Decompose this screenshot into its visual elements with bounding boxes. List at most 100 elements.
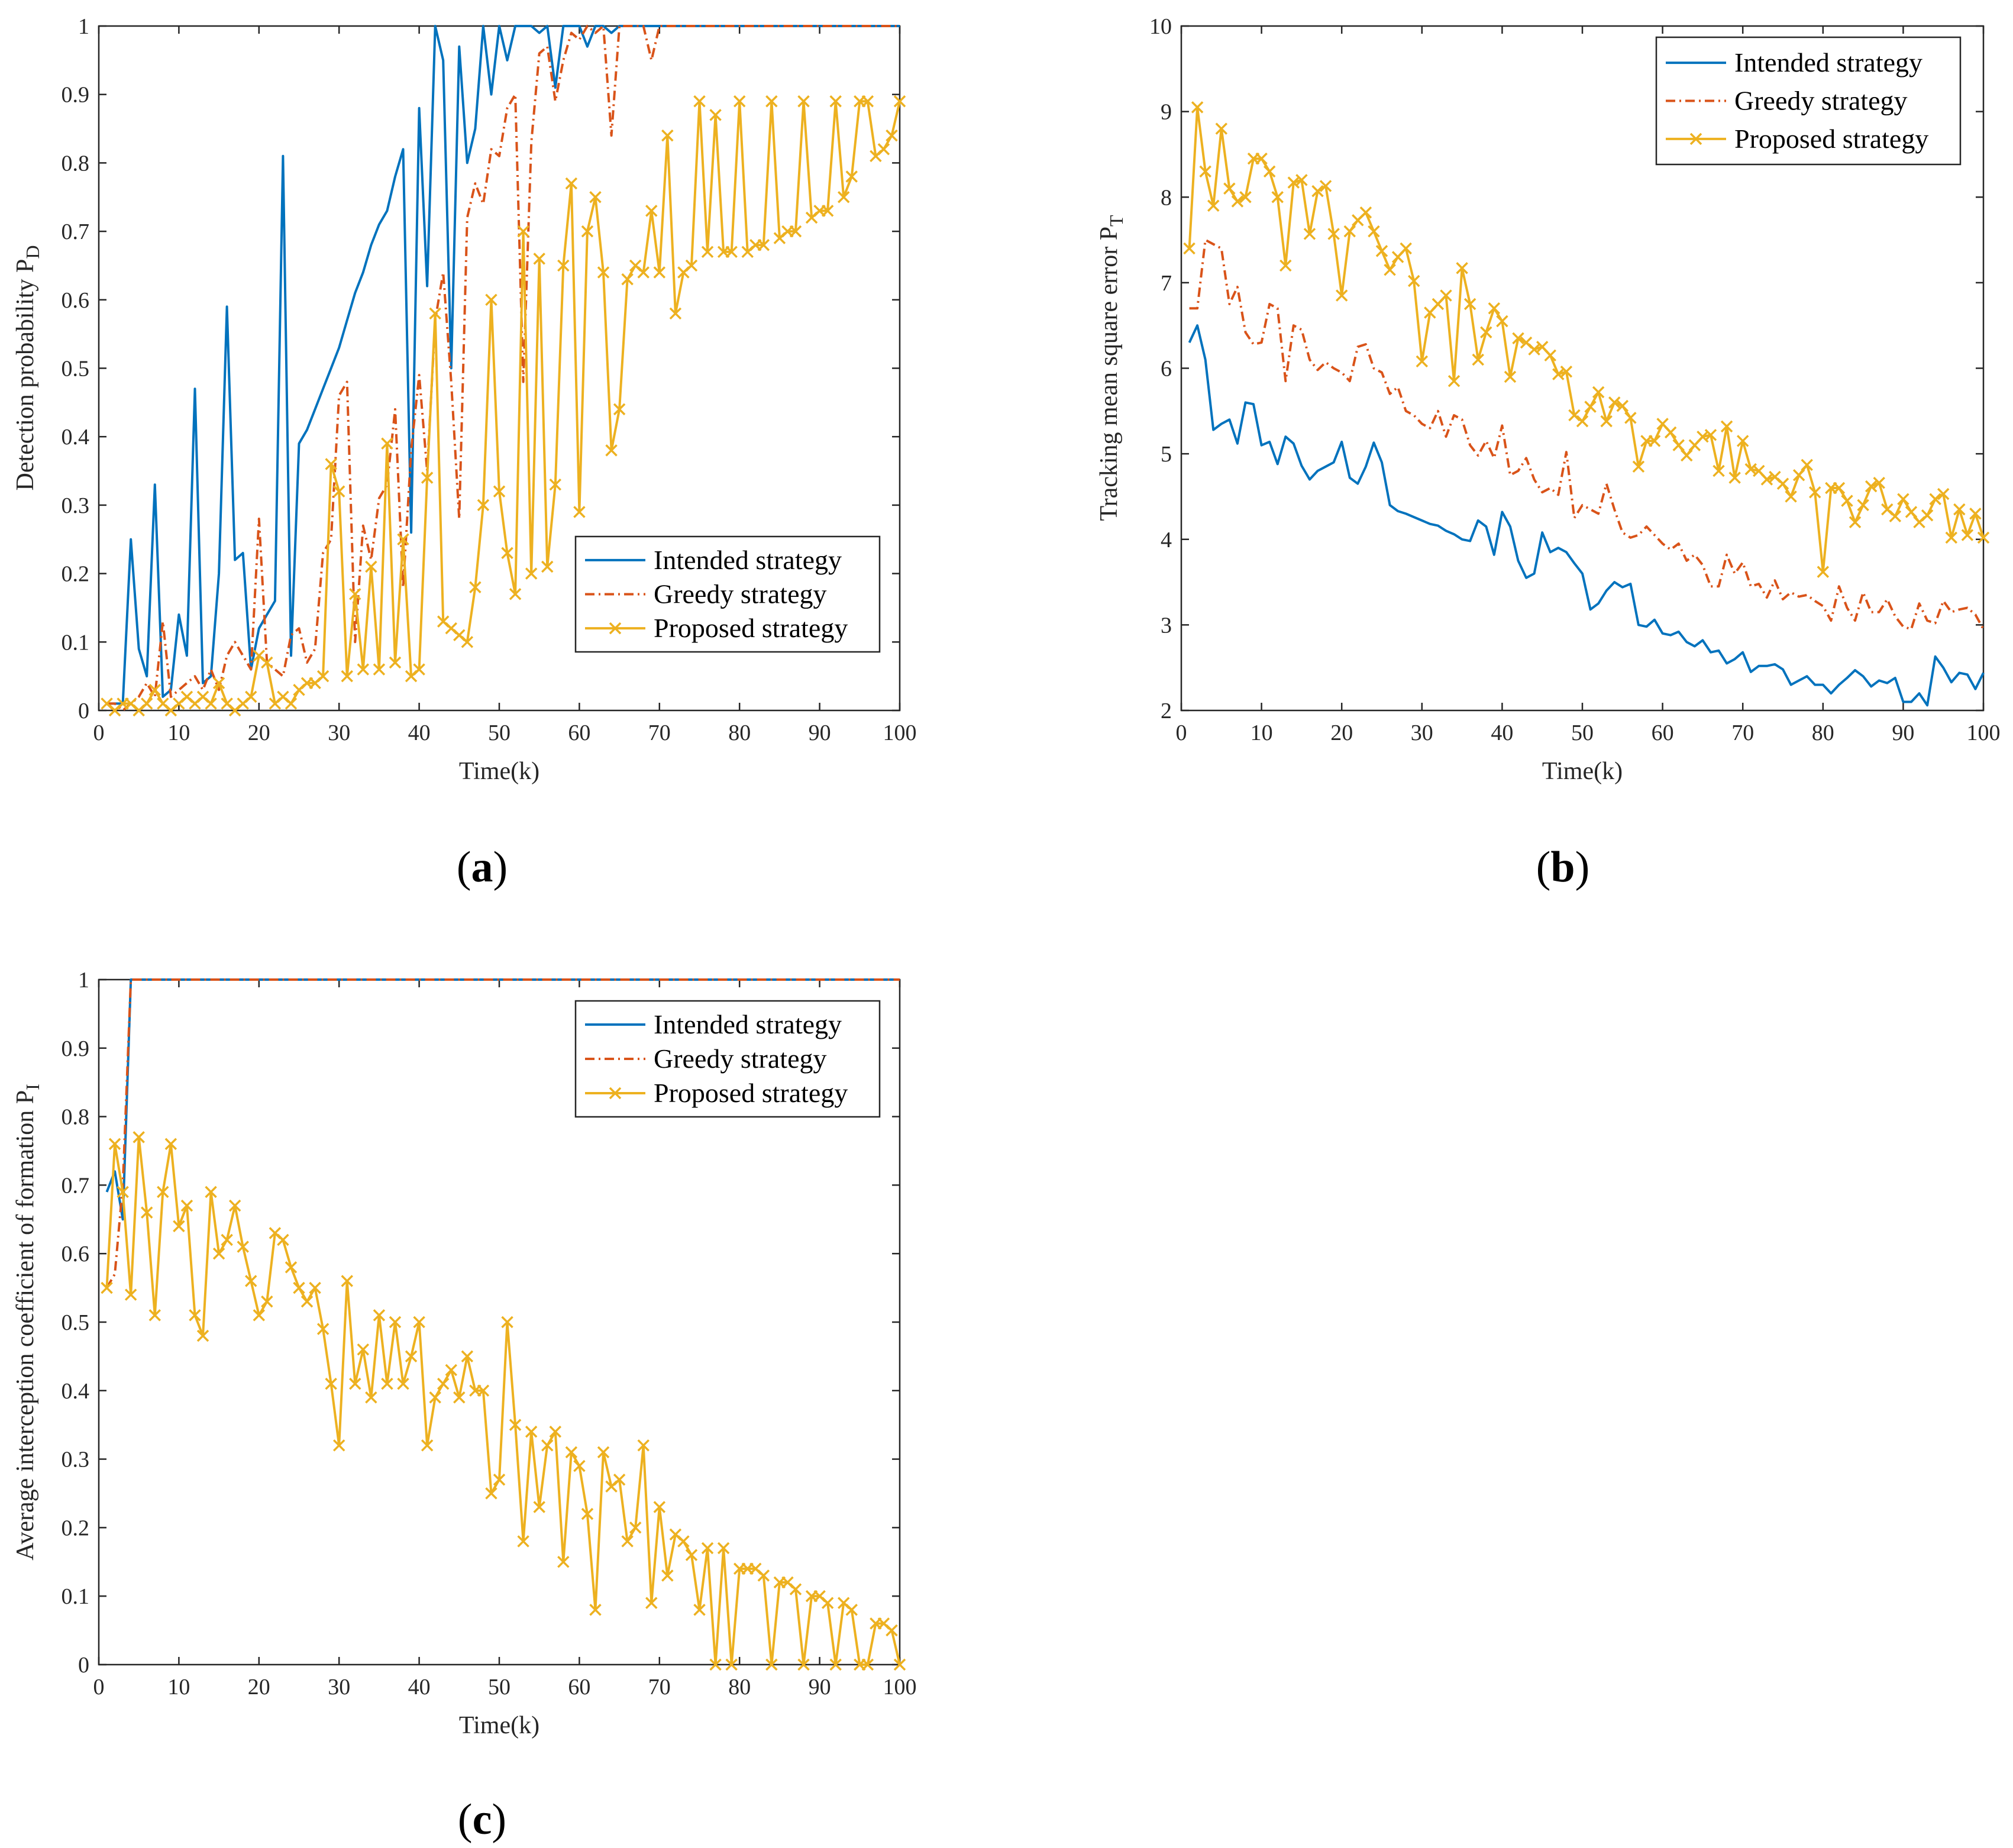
y-tick-label: 0.7 — [62, 219, 90, 244]
data-point-marker — [829, 1658, 842, 1671]
data-point-marker — [1600, 415, 1613, 428]
data-point-marker — [1368, 225, 1380, 238]
data-point-marker — [349, 588, 361, 600]
data-point-marker — [1849, 516, 1862, 529]
data-point-marker — [709, 1658, 722, 1671]
x-tick-label: 30 — [328, 721, 350, 745]
data-point-marker — [1319, 180, 1332, 192]
data-point-marker — [1712, 464, 1725, 477]
data-point-marker — [101, 1281, 113, 1294]
data-point-marker — [1496, 315, 1508, 328]
data-point-marker — [349, 1377, 361, 1390]
y-tick-label: 7 — [1161, 271, 1172, 296]
x-tick-label: 30 — [1411, 721, 1433, 745]
data-point-marker — [1560, 366, 1573, 378]
data-point-marker — [1440, 289, 1452, 302]
data-point-marker — [285, 1261, 298, 1274]
legend-label: Greedy strategy — [654, 579, 827, 609]
data-point-marker — [485, 1487, 497, 1500]
panel-label-c: (c) — [458, 1795, 506, 1844]
data-point-marker — [1544, 349, 1556, 362]
data-point-marker — [565, 1446, 578, 1459]
data-point-marker — [517, 1535, 529, 1547]
data-point-marker — [332, 485, 345, 497]
legend-b: Intended strategy Greedy strategy Proposed… — [1655, 36, 1962, 166]
legend-marker — [609, 1087, 622, 1100]
y-tick-label: 5 — [1161, 442, 1172, 467]
x-tick-label: 80 — [728, 721, 751, 745]
data-point-marker — [645, 205, 658, 217]
series-group-a — [101, 25, 906, 717]
series-group-c — [101, 978, 906, 1671]
x-tick-label: 60 — [1652, 721, 1674, 745]
x-tick-label: 0 — [93, 1675, 105, 1700]
data-point-marker — [245, 690, 257, 703]
data-point-marker — [1704, 429, 1717, 441]
data-point-marker — [1223, 182, 1236, 195]
data-point-marker — [205, 697, 217, 710]
data-point-marker — [1801, 458, 1813, 471]
data-point-marker — [180, 1199, 193, 1212]
x-tick-label: 100 — [883, 721, 917, 745]
data-point-marker — [325, 458, 337, 470]
data-point-marker — [765, 1658, 778, 1671]
x-tick-label: 70 — [1731, 721, 1754, 745]
data-point-marker — [757, 239, 770, 251]
y-tick-label: 0.2 — [62, 1516, 90, 1540]
data-point-marker — [1937, 487, 1950, 500]
y-tick-label: 0.7 — [62, 1173, 90, 1198]
data-point-marker — [461, 636, 474, 648]
legend-label: Proposed strategy — [654, 1078, 848, 1108]
data-point-marker — [613, 403, 626, 416]
data-point-marker — [1488, 302, 1501, 315]
data-point-marker — [589, 191, 602, 203]
data-point-marker — [205, 1185, 217, 1198]
data-point-marker — [573, 1459, 586, 1472]
x-axis-label-a: Time(k) — [459, 758, 539, 785]
data-point-marker — [421, 1439, 434, 1452]
data-point-marker — [757, 1569, 770, 1582]
data-point-marker — [1608, 396, 1621, 409]
data-point-marker — [221, 1233, 233, 1246]
data-point-marker — [621, 1535, 634, 1547]
data-point-marker — [557, 259, 570, 272]
data-point-marker — [196, 1329, 209, 1342]
y-tick-label: 8 — [1161, 185, 1172, 210]
series-line-greedy-strategy — [1189, 238, 1985, 631]
data-point-marker — [1400, 242, 1412, 255]
chart-panel-c: 0 10 20 30 40 50 60 70 80 90 100 00.10.20.30.40.50… — [12, 968, 917, 1844]
data-point-marker — [1311, 185, 1324, 198]
data-point-marker — [621, 273, 634, 286]
data-point-marker — [373, 1309, 386, 1322]
data-point-marker — [341, 670, 353, 683]
data-point-marker — [533, 1501, 545, 1513]
data-point-marker — [1279, 259, 1292, 272]
chart-panel-a: 0 10 20 30 40 50 60 70 80 90 100 00.10.20.30.40.50… — [12, 14, 917, 891]
data-point-marker — [1728, 471, 1741, 484]
data-point-marker — [1929, 493, 1941, 506]
data-point-marker — [549, 1426, 562, 1438]
data-point-marker — [117, 1185, 129, 1198]
data-point-marker — [669, 307, 682, 320]
data-point-marker — [108, 1138, 121, 1151]
y-axis-label-b: Tracking mean square error PT — [1096, 215, 1127, 521]
data-point-marker — [1776, 477, 1789, 490]
data-point-marker — [397, 1377, 409, 1390]
data-point-marker — [1648, 435, 1661, 447]
data-point-marker — [285, 697, 298, 710]
data-point-marker — [148, 1309, 161, 1322]
data-point-marker — [228, 1199, 241, 1212]
data-point-marker — [1191, 101, 1204, 114]
x-tick-label: 40 — [408, 1675, 431, 1700]
data-point-marker — [845, 1604, 858, 1616]
x-tick-label: 100 — [1967, 721, 2001, 745]
data-point-marker — [1584, 400, 1597, 413]
legend-a: Intended strategy Greedy strategy Proposed… — [574, 535, 881, 653]
data-point-marker — [565, 177, 578, 190]
x-tick-label: 70 — [648, 721, 671, 745]
y-tick-label: 10 — [1149, 14, 1172, 39]
x-tick-label: 0 — [1176, 721, 1187, 745]
data-point-marker — [877, 143, 890, 156]
data-point-marker — [549, 478, 562, 491]
